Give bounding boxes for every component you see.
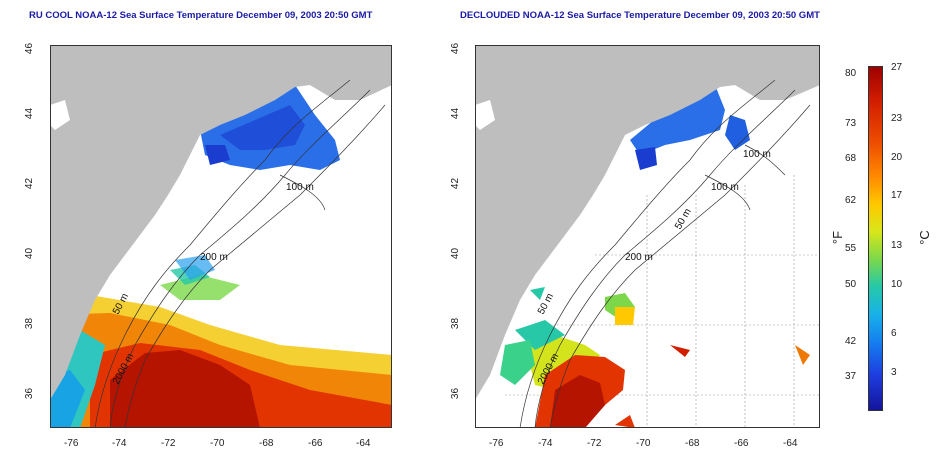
fahrenheit-unit-label: °F [830, 230, 846, 245]
colorbar-f-80: 80 [845, 68, 857, 79]
left-y-tick-40: 40 [24, 247, 36, 260]
right-x-tick-76: -76 [489, 438, 504, 449]
left-land [50, 45, 392, 400]
right-x-tick-68: -68 [685, 438, 700, 449]
right-sst-map: 100 m 100 m 50 m 200 m 50 m 2000 m [475, 45, 820, 428]
left-contour-label-100m: 100 m [286, 182, 314, 193]
right-x-tick-74: -74 [538, 438, 553, 449]
left-x-tick-64: -64 [356, 438, 371, 449]
right-cold-water [630, 85, 750, 170]
right-x-tick-66: -66 [734, 438, 749, 449]
colorbar-f-68: 68 [845, 153, 857, 164]
left-bathymetry-contours [94, 79, 386, 428]
right-y-tick-44: 44 [450, 107, 462, 120]
right-y-tick-46: 46 [450, 42, 462, 55]
right-contour-label-200m: 200 m [625, 252, 653, 263]
colorbar-c-17: 17 [891, 190, 903, 201]
temperature-colorbar [868, 66, 883, 411]
right-x-tick-72: -72 [587, 438, 602, 449]
colorbar-f-37: 37 [845, 371, 857, 382]
left-x-tick-68: -68 [259, 438, 274, 449]
right-land [475, 45, 820, 400]
colorbar-f-55: 55 [845, 243, 857, 254]
colorbar-c-13: 13 [891, 240, 903, 251]
left-y-tick-46: 46 [24, 42, 36, 55]
left-cold-water [175, 85, 340, 280]
right-y-tick-40: 40 [450, 247, 462, 260]
left-y-tick-44: 44 [24, 107, 36, 120]
colorbar-c-20: 20 [891, 152, 903, 163]
left-x-tick-72: -72 [161, 438, 176, 449]
colorbar-c-3: 3 [891, 367, 897, 378]
right-bathymetry-contours [519, 79, 811, 428]
left-temperature-field [50, 265, 392, 428]
right-contour-label-100m-b: 100 m [711, 182, 739, 193]
left-sst-map: 100 m 200 m 50 m 2000 m [50, 45, 392, 428]
left-x-tick-70: -70 [210, 438, 225, 449]
right-x-tick-64: -64 [783, 438, 798, 449]
colorbar-c-10: 10 [891, 279, 903, 290]
colorbar-c-27: 27 [891, 62, 903, 73]
left-map-title: RU COOL NOAA-12 Sea Surface Temperature … [29, 10, 373, 21]
colorbar-f-73: 73 [845, 118, 857, 129]
left-y-tick-38: 38 [24, 317, 36, 330]
left-contour-label-200m: 200 m [200, 252, 228, 263]
left-y-tick-36: 36 [24, 387, 36, 400]
right-y-tick-38: 38 [450, 317, 462, 330]
right-x-tick-70: -70 [636, 438, 651, 449]
right-y-tick-36: 36 [450, 387, 462, 400]
right-map-title: DECLOUDED NOAA-12 Sea Surface Temperatur… [460, 10, 820, 21]
right-y-tick-42: 42 [450, 177, 462, 190]
left-x-tick-74: -74 [112, 438, 127, 449]
right-contour-label-100m-a: 100 m [743, 149, 771, 160]
colorbar-f-42: 42 [845, 336, 857, 347]
left-y-tick-42: 42 [24, 177, 36, 190]
left-x-tick-66: -66 [308, 438, 323, 449]
colorbar-f-50: 50 [845, 279, 857, 290]
celsius-unit-label: °C [916, 230, 932, 245]
left-x-tick-76: -76 [64, 438, 79, 449]
colorbar-c-23: 23 [891, 113, 903, 124]
colorbar-c-6: 6 [891, 328, 897, 339]
colorbar-f-62: 62 [845, 195, 857, 206]
